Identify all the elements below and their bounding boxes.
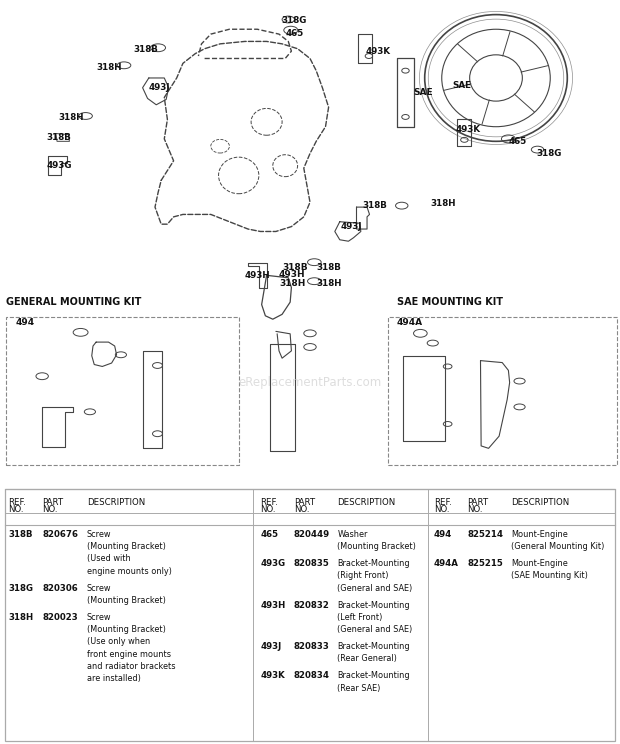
Text: 318H: 318H bbox=[59, 113, 84, 123]
Text: 825215: 825215 bbox=[467, 559, 503, 568]
Text: (Mounting Bracket): (Mounting Bracket) bbox=[87, 596, 166, 605]
Text: 318H: 318H bbox=[316, 279, 342, 288]
Text: NO.: NO. bbox=[42, 505, 58, 514]
Text: 318G: 318G bbox=[536, 149, 562, 158]
Text: PART: PART bbox=[42, 498, 63, 507]
Text: SAE MOUNTING KIT: SAE MOUNTING KIT bbox=[397, 297, 503, 307]
Text: 318B: 318B bbox=[8, 530, 33, 539]
Text: NO.: NO. bbox=[467, 505, 483, 514]
Text: NO.: NO. bbox=[434, 505, 450, 514]
Text: Bracket-Mounting: Bracket-Mounting bbox=[337, 600, 410, 609]
Text: 820676: 820676 bbox=[42, 530, 78, 539]
Text: 465: 465 bbox=[260, 530, 278, 539]
Text: 494A: 494A bbox=[434, 559, 459, 568]
Text: 820834: 820834 bbox=[294, 671, 330, 680]
Text: 820833: 820833 bbox=[294, 642, 330, 651]
Text: front engine mounts: front engine mounts bbox=[87, 650, 170, 658]
Text: Bracket-Mounting: Bracket-Mounting bbox=[337, 671, 410, 680]
Text: (General and SAE): (General and SAE) bbox=[337, 625, 412, 634]
Text: 493J: 493J bbox=[260, 642, 281, 651]
Text: 318G: 318G bbox=[8, 583, 33, 592]
Text: 494: 494 bbox=[16, 318, 35, 327]
Text: DESCRIPTION: DESCRIPTION bbox=[511, 498, 569, 507]
Bar bbox=[6, 317, 239, 466]
Text: and radiator brackets: and radiator brackets bbox=[87, 662, 175, 671]
Text: Screw: Screw bbox=[87, 613, 112, 622]
Text: 318H: 318H bbox=[8, 613, 33, 622]
Text: Screw: Screw bbox=[87, 583, 112, 592]
Text: Screw: Screw bbox=[87, 530, 112, 539]
Text: 493K: 493K bbox=[260, 671, 285, 680]
Text: REF.: REF. bbox=[260, 498, 278, 507]
Text: (General and SAE): (General and SAE) bbox=[337, 583, 412, 592]
Text: Mount-Engine: Mount-Engine bbox=[511, 559, 568, 568]
Text: 318H: 318H bbox=[431, 199, 456, 208]
Text: 494A: 494A bbox=[397, 318, 423, 327]
Text: Mount-Engine: Mount-Engine bbox=[511, 530, 568, 539]
Text: 820306: 820306 bbox=[42, 583, 78, 592]
Text: DESCRIPTION: DESCRIPTION bbox=[87, 498, 145, 507]
Text: 318G: 318G bbox=[282, 16, 307, 25]
Text: Bracket-Mounting: Bracket-Mounting bbox=[337, 642, 410, 651]
Text: 318H: 318H bbox=[279, 279, 306, 288]
Text: (General Mounting Kit): (General Mounting Kit) bbox=[511, 542, 604, 551]
Text: 493K: 493K bbox=[456, 125, 480, 134]
Text: are installed): are installed) bbox=[87, 675, 141, 684]
Text: 318B: 318B bbox=[282, 263, 308, 272]
Text: 493K: 493K bbox=[366, 47, 391, 56]
Text: 820023: 820023 bbox=[42, 613, 78, 622]
Text: (Used with: (Used with bbox=[87, 554, 131, 563]
Text: 494: 494 bbox=[434, 530, 452, 539]
Text: Bracket-Mounting: Bracket-Mounting bbox=[337, 559, 410, 568]
Text: 825214: 825214 bbox=[467, 530, 503, 539]
Text: 318H: 318H bbox=[96, 62, 122, 71]
Text: 493J: 493J bbox=[341, 222, 363, 231]
Text: eReplacementParts.com: eReplacementParts.com bbox=[238, 376, 382, 389]
Text: DESCRIPTION: DESCRIPTION bbox=[337, 498, 396, 507]
Text: 493J: 493J bbox=[149, 83, 170, 92]
Text: REF.: REF. bbox=[434, 498, 452, 507]
Text: 820835: 820835 bbox=[294, 559, 330, 568]
Text: SAE: SAE bbox=[413, 88, 433, 97]
Text: NO.: NO. bbox=[8, 505, 24, 514]
Text: 318B: 318B bbox=[363, 201, 388, 210]
Text: NO.: NO. bbox=[294, 505, 309, 514]
Text: (Rear General): (Rear General) bbox=[337, 655, 397, 664]
Text: Washer: Washer bbox=[337, 530, 368, 539]
Text: 820832: 820832 bbox=[294, 600, 330, 609]
Text: 820449: 820449 bbox=[294, 530, 330, 539]
Text: 465: 465 bbox=[285, 28, 304, 38]
Text: NO.: NO. bbox=[260, 505, 276, 514]
Text: 493H: 493H bbox=[245, 271, 270, 280]
Text: (Use only when: (Use only when bbox=[87, 638, 150, 647]
Text: 493G: 493G bbox=[46, 161, 72, 170]
Text: (Right Front): (Right Front) bbox=[337, 571, 389, 580]
Text: GENERAL MOUNTING KIT: GENERAL MOUNTING KIT bbox=[6, 297, 141, 307]
Text: 493H: 493H bbox=[260, 600, 286, 609]
Text: (Mounting Bracket): (Mounting Bracket) bbox=[87, 542, 166, 551]
Text: 318B: 318B bbox=[316, 263, 341, 272]
Text: 318B: 318B bbox=[133, 45, 158, 54]
Text: 493H: 493H bbox=[279, 270, 306, 279]
Text: 465: 465 bbox=[508, 137, 526, 146]
Text: PART: PART bbox=[467, 498, 489, 507]
Text: SAE: SAE bbox=[453, 81, 472, 90]
Text: engine mounts only): engine mounts only) bbox=[87, 567, 172, 576]
Text: PART: PART bbox=[294, 498, 315, 507]
Text: (Mounting Bracket): (Mounting Bracket) bbox=[337, 542, 416, 551]
Text: REF.: REF. bbox=[8, 498, 26, 507]
Bar bbox=[388, 317, 617, 466]
Text: (Mounting Bracket): (Mounting Bracket) bbox=[87, 625, 166, 634]
Text: (SAE Mounting Kit): (SAE Mounting Kit) bbox=[511, 571, 588, 580]
Text: (Left Front): (Left Front) bbox=[337, 613, 383, 622]
Text: 318B: 318B bbox=[46, 133, 71, 142]
Text: (Rear SAE): (Rear SAE) bbox=[337, 684, 381, 693]
Text: 493G: 493G bbox=[260, 559, 286, 568]
